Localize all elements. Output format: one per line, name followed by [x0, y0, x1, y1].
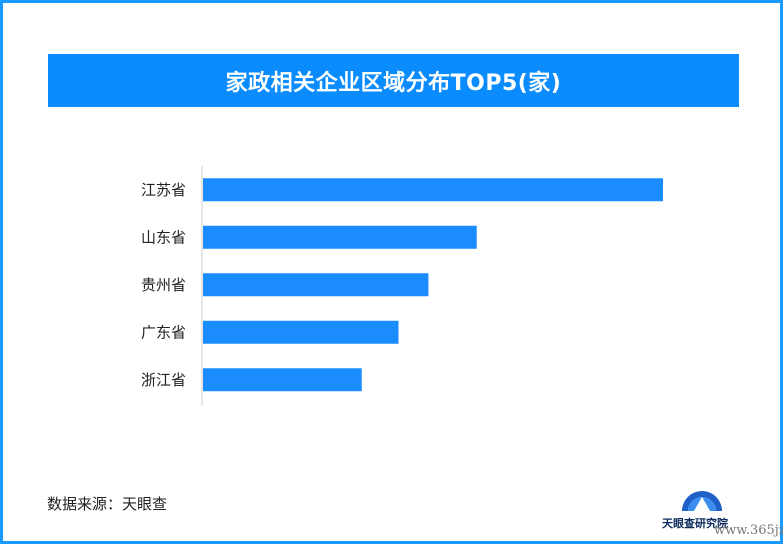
bar [203, 368, 362, 392]
bar [203, 273, 429, 297]
chart-title: 家政相关企业区域分布TOP5(家) [48, 54, 739, 107]
category-label: 山东省 [141, 228, 186, 246]
logo-name: 天眼查研究院 [662, 517, 728, 530]
category-label: 广东省 [141, 323, 186, 341]
tianyancha-logo: 天眼查研究院 www.365jz.com [658, 473, 783, 538]
bar [203, 225, 477, 249]
category-label: 浙江省 [141, 371, 186, 389]
watermark-url: www.365jz.com [714, 523, 783, 538]
bar [203, 178, 663, 202]
category-label: 贵州省 [141, 276, 186, 294]
logo-emblem-icon [682, 491, 722, 511]
bar [203, 320, 399, 344]
category-label: 江苏省 [141, 181, 186, 199]
data-source: 数据来源：天眼查 [47, 495, 168, 513]
